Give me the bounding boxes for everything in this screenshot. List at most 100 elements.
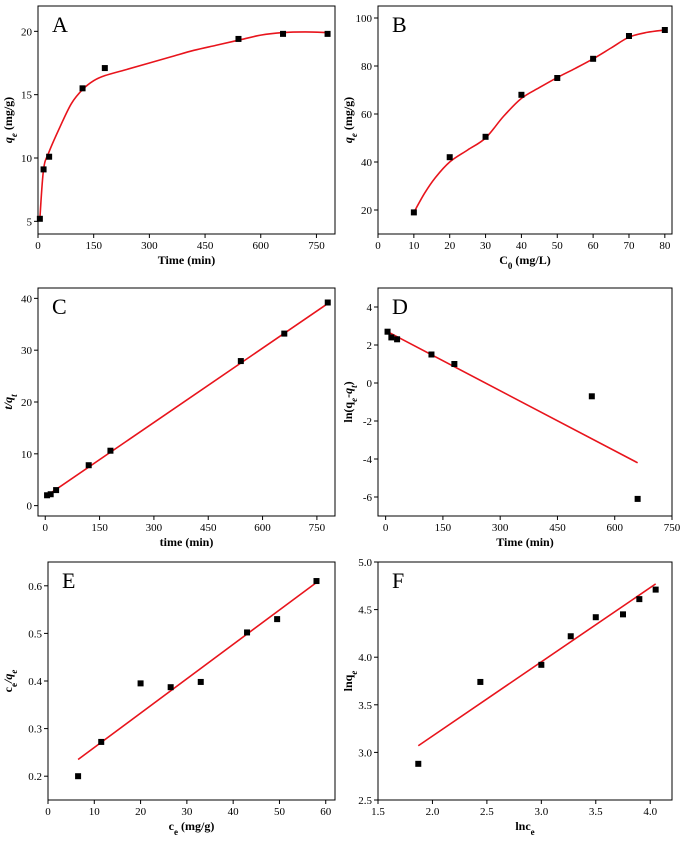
x-tick-label: 3.5 — [589, 806, 603, 818]
y-axis-label-part: e — [9, 133, 19, 137]
x-tick-label: 0 — [375, 240, 381, 252]
data-point — [75, 773, 82, 780]
x-tick-label: 20 — [444, 240, 456, 252]
data-point — [53, 487, 60, 494]
x-tick-label: 0 — [383, 522, 389, 534]
data-point — [101, 65, 108, 72]
y-axis-label-part: ln(q — [341, 402, 355, 423]
x-axis-label-part: e — [174, 827, 178, 837]
fit-line — [417, 583, 657, 747]
y-tick-label: -6 — [363, 492, 373, 504]
x-axis-label: C0 (mg/L) — [499, 253, 551, 271]
x-tick-label: 2.0 — [426, 806, 440, 818]
y-tick-label: 2 — [367, 340, 373, 352]
panel-letter: F — [392, 568, 404, 593]
fit-line — [77, 581, 317, 761]
data-point — [280, 30, 287, 37]
x-tick-label: 300 — [141, 240, 158, 252]
x-tick-label: 750 — [309, 522, 326, 534]
data-point — [107, 447, 114, 454]
data-point — [625, 33, 632, 39]
data-point — [235, 35, 242, 42]
x-tick-label: 3.0 — [534, 806, 548, 818]
data-point — [446, 154, 453, 161]
fit-line — [387, 330, 639, 464]
x-tick-label: 150 — [85, 240, 102, 252]
data-point — [281, 330, 288, 337]
data-point — [567, 633, 574, 640]
x-tick-label: 70 — [623, 240, 635, 252]
x-tick-label: 150 — [91, 522, 108, 534]
x-axis-label-part: Time (min) — [158, 253, 215, 267]
data-point — [428, 351, 435, 358]
data-point — [244, 629, 251, 636]
y-axis-label-part: t/q — [1, 397, 15, 410]
y-axis-label: qe (mg/g) — [1, 97, 19, 143]
y-tick-label: 20 — [361, 205, 373, 217]
y-axis-label-part: t — [9, 394, 19, 397]
x-axis-label: time (min) — [160, 535, 214, 549]
data-point — [451, 361, 458, 367]
plot-frame — [377, 561, 673, 801]
data-point — [652, 586, 659, 593]
y-tick-label: 4 — [367, 302, 373, 314]
x-tick-label: 1.5 — [371, 806, 385, 818]
data-point — [85, 462, 92, 469]
y-axis-label-part: c — [1, 686, 15, 692]
panel-e: 0 10 20 30 40 50 600.20.30.40.50.6 Ece (mg/g)ce… — [1, 561, 336, 837]
y-tick-label: 20 — [21, 26, 33, 38]
data-point — [588, 393, 595, 400]
x-tick-label: 600 — [606, 522, 623, 534]
data-point — [415, 760, 422, 767]
y-tick-label: 60 — [361, 109, 373, 121]
y-axis-label-part: e — [9, 670, 19, 674]
plot-frame — [37, 5, 336, 235]
x-tick-label: 30 — [480, 240, 492, 252]
x-tick-label: 4.0 — [643, 806, 657, 818]
y-axis-label: ce/qe — [1, 670, 19, 693]
y-tick-label: 10 — [21, 449, 33, 461]
x-axis-label-part: time (min) — [160, 535, 214, 549]
y-axis-label-part: -q — [341, 388, 355, 398]
y-tick-label: 40 — [21, 293, 33, 305]
x-axis-label: ce (mg/g) — [169, 819, 215, 837]
y-tick-label: 3.5 — [358, 700, 372, 712]
data-point — [384, 328, 391, 335]
x-axis-label: lnce — [515, 819, 534, 837]
data-point — [137, 680, 144, 687]
x-tick-label: 0 — [42, 522, 48, 534]
y-tick-label: 15 — [21, 90, 33, 102]
x-axis-label-part: C — [499, 253, 508, 267]
panel-letter: A — [52, 12, 68, 37]
data-point — [554, 75, 561, 81]
x-tick-label: 450 — [200, 522, 217, 534]
x-axis-label-part: e — [531, 827, 535, 837]
y-axis-label-part: t — [349, 385, 359, 388]
panel-d: 0 150 300 450 600 750 -6 -4 -2 0 2 4 D Time (min) ln(q… — [341, 287, 681, 549]
x-axis-label-part: 0 — [508, 261, 513, 271]
y-axis-label-part: ) — [341, 381, 355, 385]
y-tick-label: 0.6 — [28, 581, 42, 593]
data-point — [40, 166, 47, 173]
data-point — [410, 209, 417, 216]
y-axis-label-part: /q — [1, 674, 15, 684]
data-point — [79, 85, 86, 92]
data-point — [620, 611, 626, 618]
panel-f: 1.5 2.0 2.5 3.0 3.5 4.0 2.5 3.0 3.5 4.0 4.5 5.0 Flnc… — [341, 557, 673, 837]
fit-curve — [39, 31, 328, 219]
y-axis-label-part: q — [1, 137, 15, 143]
y-axis-label-part: e — [349, 671, 359, 675]
data-point — [388, 334, 395, 341]
y-axis-label-part: e — [349, 398, 359, 402]
panel-a: 0 150 300 450 600 750 5 10 15 20 A Time (min) qe (mg… — [1, 5, 336, 267]
data-point — [324, 299, 331, 306]
panel-letter: B — [392, 12, 407, 37]
x-tick-label: 450 — [197, 240, 214, 252]
y-tick-label: 5.0 — [358, 557, 372, 569]
y-axis-label-part: lnq — [341, 674, 355, 691]
x-tick-label: 600 — [254, 522, 271, 534]
x-tick-label: 80 — [659, 240, 671, 252]
data-point — [313, 578, 320, 585]
